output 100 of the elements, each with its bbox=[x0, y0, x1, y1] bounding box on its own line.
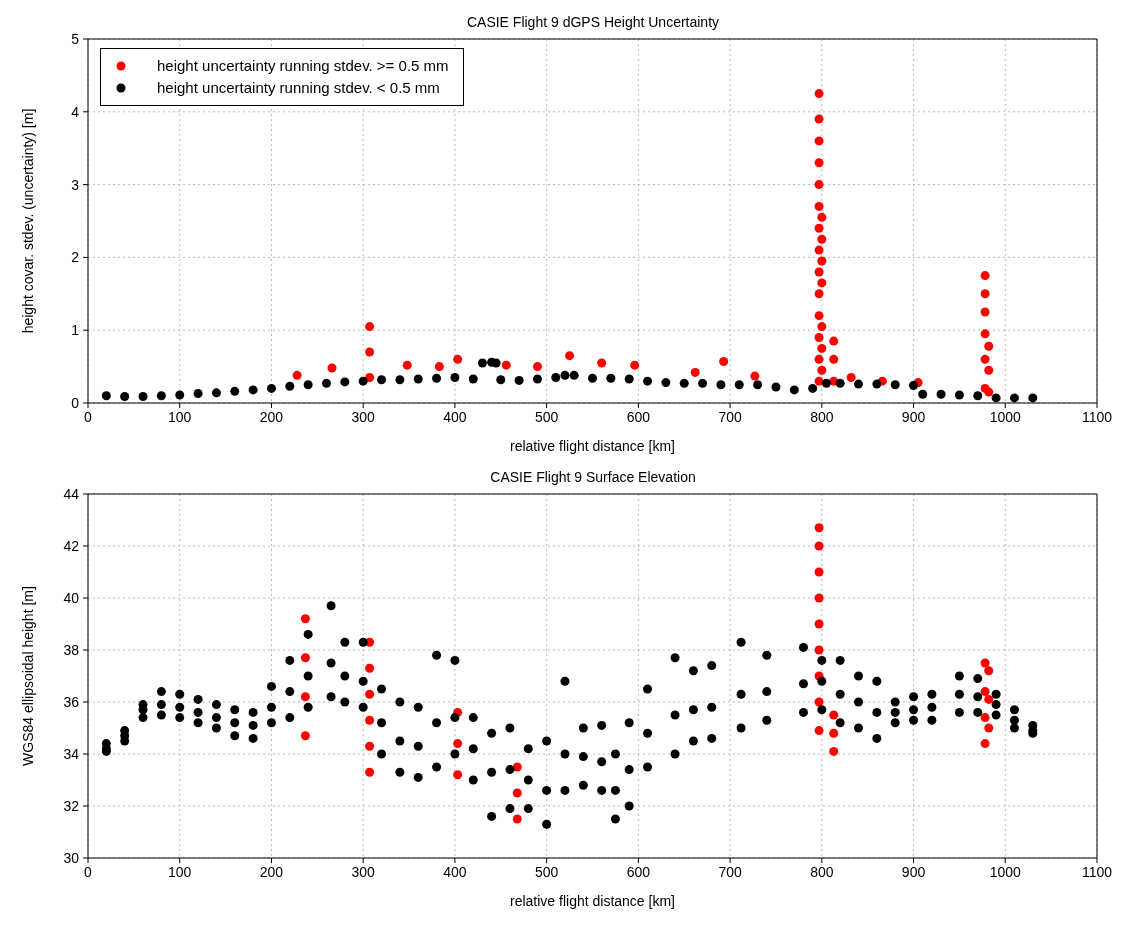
point bbox=[829, 336, 839, 346]
point bbox=[512, 788, 522, 798]
y-tick-label: 2 bbox=[71, 249, 80, 266]
point bbox=[643, 376, 653, 386]
y-tick-label: 44 bbox=[63, 485, 80, 502]
point bbox=[814, 645, 824, 655]
point bbox=[984, 387, 994, 397]
point bbox=[789, 385, 799, 395]
point bbox=[501, 360, 511, 370]
point bbox=[817, 278, 827, 288]
point bbox=[101, 391, 111, 401]
point bbox=[434, 362, 444, 372]
point bbox=[365, 767, 375, 777]
point bbox=[432, 373, 442, 383]
y-tick-label: 36 bbox=[63, 693, 80, 710]
x-tick-label: 500 bbox=[534, 863, 559, 880]
point bbox=[193, 389, 203, 399]
point bbox=[814, 311, 824, 321]
point bbox=[453, 354, 463, 364]
point bbox=[854, 379, 864, 389]
point bbox=[954, 390, 964, 400]
point bbox=[690, 367, 700, 377]
point bbox=[597, 358, 607, 368]
x-tick-label: 900 bbox=[901, 408, 926, 425]
point bbox=[817, 234, 827, 244]
point bbox=[300, 731, 310, 741]
point bbox=[679, 378, 689, 388]
y-tick-label: 3 bbox=[71, 176, 80, 193]
x-tick-label: 0 bbox=[84, 408, 93, 425]
point bbox=[814, 158, 824, 168]
point bbox=[532, 374, 542, 384]
x-tick-label: 600 bbox=[626, 863, 651, 880]
point bbox=[918, 389, 928, 399]
point bbox=[365, 741, 375, 751]
point bbox=[980, 289, 990, 299]
point bbox=[814, 332, 824, 342]
point bbox=[984, 723, 994, 733]
point bbox=[980, 329, 990, 339]
y-tick-label: 30 bbox=[63, 849, 80, 866]
point bbox=[909, 381, 919, 391]
point bbox=[468, 374, 478, 384]
point bbox=[321, 378, 331, 388]
x-tick-label: 500 bbox=[534, 408, 559, 425]
point bbox=[980, 739, 990, 749]
point bbox=[984, 341, 994, 351]
point bbox=[569, 370, 579, 380]
x-tick-label: 300 bbox=[351, 863, 376, 880]
point bbox=[300, 614, 310, 624]
point bbox=[1028, 393, 1038, 403]
point bbox=[453, 770, 463, 780]
point bbox=[377, 375, 387, 385]
x-axis-title: relative flight distance [km] bbox=[510, 893, 675, 909]
point bbox=[230, 386, 240, 396]
legend-label: height uncertainty running stdev. < 0.5 mm bbox=[157, 78, 440, 98]
point bbox=[991, 393, 1001, 403]
y-tick-label: 40 bbox=[63, 589, 80, 606]
y-tick-label: 5 bbox=[71, 30, 80, 47]
point bbox=[266, 383, 276, 393]
point bbox=[551, 373, 561, 383]
chart-title: CASIE Flight 9 Surface Elevation bbox=[489, 469, 697, 485]
point bbox=[138, 391, 148, 401]
point bbox=[719, 357, 729, 366]
point bbox=[973, 391, 983, 401]
point bbox=[175, 390, 185, 400]
point bbox=[292, 370, 302, 380]
point bbox=[365, 347, 375, 357]
point bbox=[872, 379, 882, 389]
point bbox=[829, 728, 839, 738]
point bbox=[980, 354, 990, 364]
x-tick-label: 600 bbox=[626, 408, 651, 425]
point bbox=[365, 715, 375, 725]
point bbox=[514, 375, 524, 385]
y-tick-label: 0 bbox=[71, 394, 80, 411]
point bbox=[817, 256, 827, 266]
point bbox=[365, 663, 375, 673]
point bbox=[814, 114, 824, 124]
point bbox=[402, 360, 412, 370]
point bbox=[248, 385, 258, 395]
point bbox=[814, 223, 824, 233]
point bbox=[395, 375, 405, 385]
point bbox=[814, 267, 824, 277]
point bbox=[560, 370, 570, 380]
point bbox=[303, 380, 313, 390]
y-tick-label: 34 bbox=[63, 745, 80, 762]
point bbox=[984, 666, 994, 676]
point bbox=[829, 710, 839, 720]
point bbox=[821, 378, 831, 388]
point bbox=[716, 380, 726, 390]
point bbox=[814, 245, 824, 255]
point bbox=[814, 619, 824, 629]
x-tick-label: 400 bbox=[443, 408, 467, 425]
point bbox=[817, 365, 827, 375]
point bbox=[365, 322, 375, 332]
point bbox=[846, 373, 856, 383]
point bbox=[285, 381, 295, 391]
y-axis-title: WGS84 ellipsoidal height [m] bbox=[19, 586, 36, 766]
point bbox=[814, 697, 824, 707]
point bbox=[814, 201, 824, 211]
x-tick-label: 1100 bbox=[1081, 863, 1113, 880]
point bbox=[817, 343, 827, 353]
